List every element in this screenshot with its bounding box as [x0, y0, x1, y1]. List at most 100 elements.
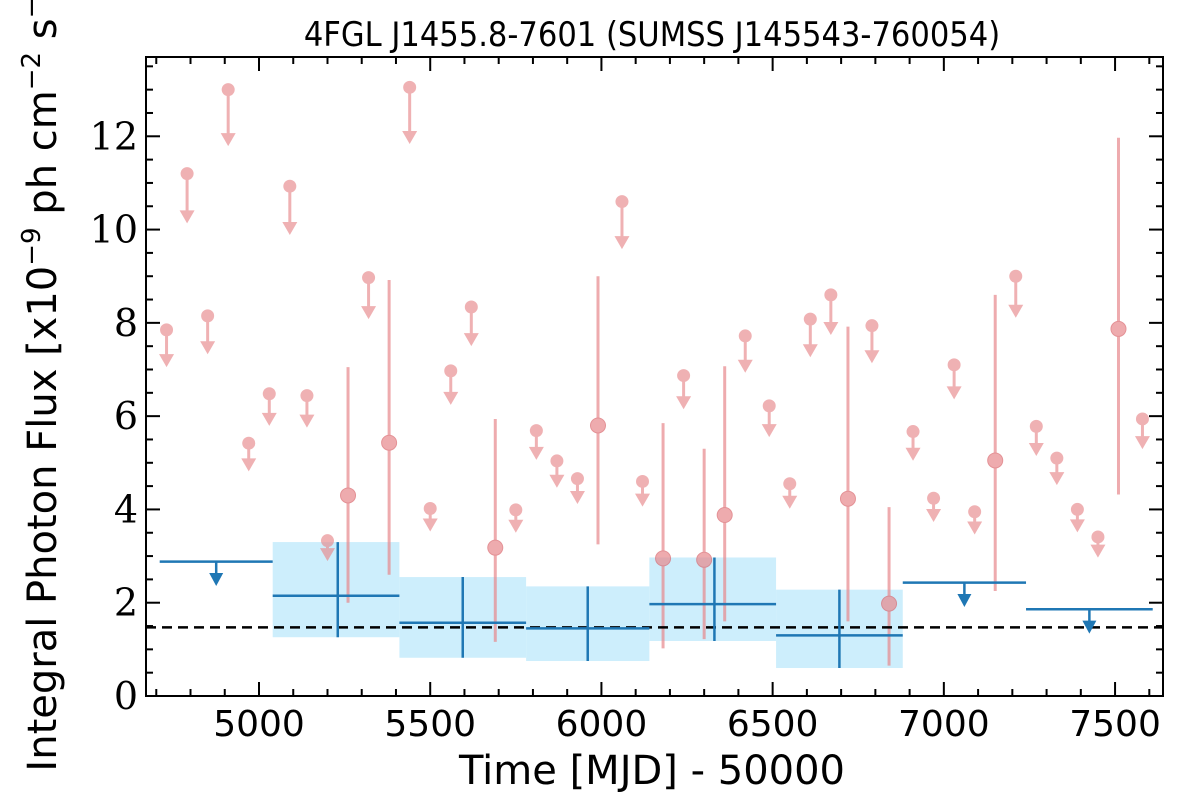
x-tick-label: 6000: [556, 704, 648, 745]
upper-limit-marker: [615, 195, 629, 209]
upper-limit-arrow: [1008, 304, 1024, 318]
upper-limit-arrow: [676, 396, 692, 410]
upper-limit-arrow: [737, 359, 753, 373]
long-upper-limit-arrow: [1082, 620, 1097, 634]
short-upper-limit-31: [1008, 269, 1024, 318]
x-tick-label: 6500: [727, 704, 819, 745]
upper-limit-marker: [824, 288, 838, 302]
short-detection-8: [881, 507, 898, 666]
upper-limit-marker: [320, 534, 334, 548]
upper-limit-arrow: [361, 306, 377, 320]
upper-limit-arrow: [864, 350, 880, 364]
detection-marker: [839, 490, 856, 507]
long-detection-3: [649, 557, 777, 641]
short-upper-limit-17: [569, 472, 585, 505]
upper-limit-marker: [201, 309, 215, 323]
long-detection-1: [399, 577, 527, 658]
short-upper-limit-22: [761, 399, 777, 438]
upper-limit-marker: [444, 364, 458, 378]
upper-limit-marker: [1029, 419, 1043, 433]
upper-limit-marker: [906, 425, 920, 439]
upper-limit-marker: [180, 167, 194, 181]
upper-limit-arrow: [200, 341, 216, 355]
upper-limit-arrow: [782, 495, 798, 509]
short-upper-limit-7: [299, 389, 315, 428]
short-upper-limit-28: [926, 491, 942, 523]
x-tick-label: 5500: [384, 704, 476, 745]
upper-limit-arrow: [402, 131, 418, 145]
y-tick-label: 12: [90, 114, 138, 158]
short-upper-limit-34: [1069, 502, 1085, 533]
upper-limit-arrow: [220, 133, 236, 147]
long-upper-limit-arrow: [209, 572, 224, 586]
upper-limit-marker: [1070, 502, 1084, 516]
short-upper-limit-15: [528, 424, 544, 460]
upper-limit-arrow: [1028, 442, 1044, 456]
y-tick-label: 8: [114, 301, 138, 345]
short-upper-limit-32: [1028, 419, 1044, 456]
upper-limit-arrow: [1049, 472, 1065, 486]
upper-limit-arrow: [528, 446, 544, 460]
upper-limit-marker: [550, 454, 564, 468]
short-upper-limit-24: [802, 312, 818, 358]
upper-limit-marker: [677, 369, 691, 383]
upper-limit-marker: [464, 300, 478, 314]
upper-limit-marker: [783, 477, 797, 491]
y-tick-label: 4: [114, 487, 138, 531]
short-upper-limit-3: [220, 83, 236, 147]
upper-limit-marker: [738, 329, 752, 343]
long-bin-band-0: [272, 542, 400, 638]
short-detection-10: [1110, 137, 1127, 495]
chart-title: 4FGL J1455.8-7601 (SUMSS J145543-760054): [304, 15, 1000, 55]
x-tick-label: 7500: [1069, 704, 1161, 745]
upper-limit-arrow: [1134, 436, 1150, 450]
detection-marker: [716, 507, 733, 524]
detection-marker: [1110, 320, 1127, 337]
short-upper-limit-16: [549, 454, 565, 488]
upper-limit-arrow: [569, 491, 585, 505]
upper-limit-arrow: [614, 236, 630, 250]
long-upper-limit-1: [902, 581, 1027, 607]
short-upper-limit-20: [676, 369, 692, 410]
upper-limit-marker: [947, 358, 961, 372]
upper-limit-marker: [927, 491, 941, 505]
detection-marker: [987, 452, 1004, 469]
upper-limit-marker: [300, 389, 314, 403]
upper-limit-arrow: [905, 447, 921, 461]
upper-limit-marker: [762, 399, 776, 413]
short-upper-limit-13: [463, 300, 479, 347]
upper-limit-marker: [160, 323, 174, 337]
short-upper-limit-9: [361, 271, 377, 320]
long-upper-limit-arrow: [957, 593, 972, 607]
upper-limit-arrow: [549, 474, 565, 488]
upper-limit-marker: [865, 319, 879, 333]
short-upper-limit-8: [319, 534, 335, 562]
y-tick-label: 6: [114, 394, 138, 438]
upper-limit-arrow: [926, 509, 942, 523]
short-upper-limit-21: [737, 329, 753, 373]
long-detection-0: [272, 542, 400, 638]
upper-limit-arrow: [179, 210, 195, 224]
short-upper-limit-18: [614, 195, 630, 250]
plot-frame: [145, 56, 1164, 697]
long-detection-2: [526, 586, 650, 662]
short-upper-limit-14: [508, 503, 524, 533]
long-upper-limit-2: [1026, 607, 1153, 634]
upper-limit-arrow: [261, 412, 277, 426]
short-upper-limit-6: [282, 179, 298, 235]
short-upper-limit-1: [179, 167, 195, 224]
upper-limit-marker: [968, 505, 982, 519]
upper-limit-arrow: [463, 333, 479, 347]
short-upper-limit-19: [635, 474, 651, 507]
short-detection-2: [487, 418, 504, 642]
upper-limit-arrow: [1069, 519, 1085, 533]
upper-limit-marker: [242, 436, 256, 450]
upper-limit-arrow: [508, 519, 524, 533]
short-detection-4: [655, 423, 672, 649]
upper-limit-marker: [262, 387, 276, 401]
upper-limit-marker: [1135, 412, 1149, 426]
upper-limit-arrow: [823, 321, 839, 335]
short-upper-limit-29: [946, 358, 962, 400]
upper-limit-arrow: [282, 221, 298, 235]
